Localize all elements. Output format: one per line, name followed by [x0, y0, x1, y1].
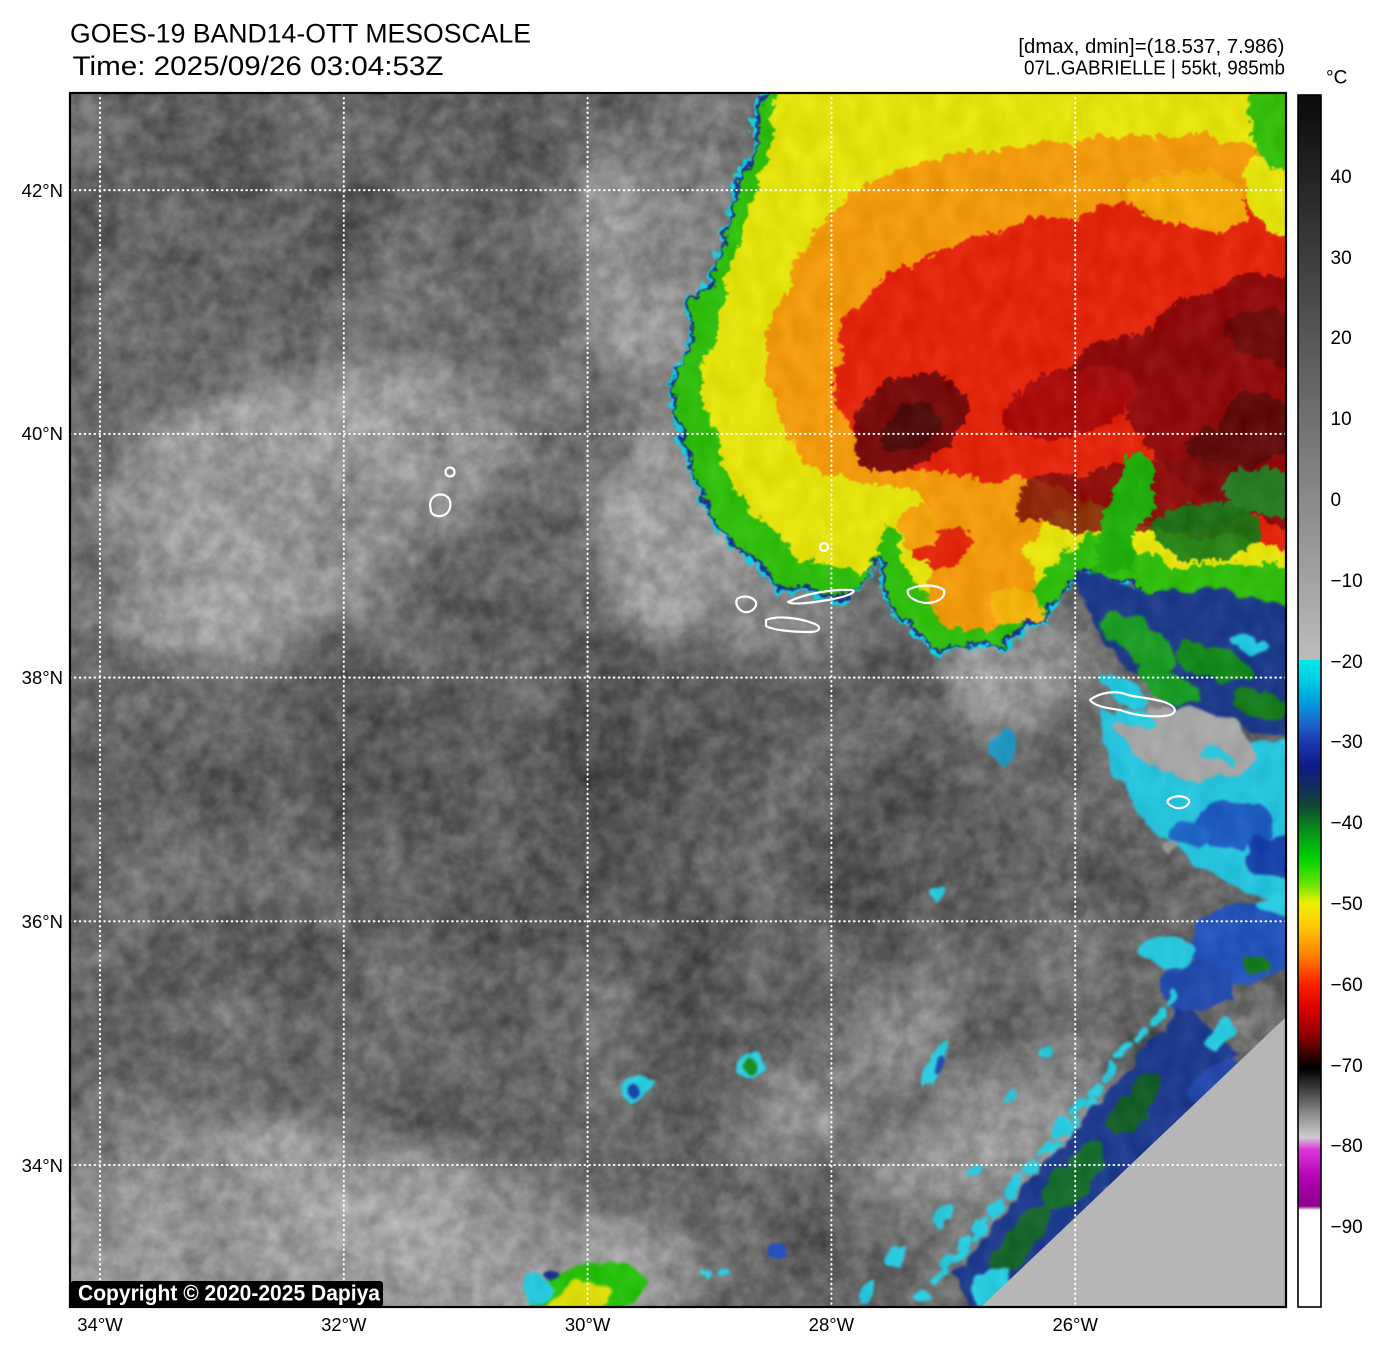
svg-text:38°N: 38°N [22, 667, 63, 688]
svg-text:−50: −50 [1331, 894, 1363, 915]
svg-text:20: 20 [1331, 328, 1352, 349]
svg-text:30°W: 30°W [565, 1314, 611, 1335]
svg-text:−90: −90 [1331, 1217, 1363, 1238]
svg-text:Time: 2025/09/26 03:04:53Z: Time: 2025/09/26 03:04:53Z [73, 51, 444, 81]
svg-text:0: 0 [1331, 490, 1342, 511]
svg-text:GOES-19 BAND14-OTT MESOSCALE: GOES-19 BAND14-OTT MESOSCALE [70, 19, 531, 49]
svg-text:26°W: 26°W [1052, 1314, 1098, 1335]
svg-text:30: 30 [1331, 248, 1352, 269]
svg-text:[dmax, dmin]=(18.537, 7.986): [dmax, dmin]=(18.537, 7.986) [1018, 36, 1284, 58]
svg-text:40°N: 40°N [22, 423, 63, 444]
svg-text:07L.GABRIELLE | 55kt, 985mb: 07L.GABRIELLE | 55kt, 985mb [1024, 58, 1285, 80]
svg-text:34°W: 34°W [77, 1314, 123, 1335]
svg-text:−20: −20 [1331, 652, 1363, 673]
svg-text:28°W: 28°W [809, 1314, 855, 1335]
svg-text:32°W: 32°W [321, 1314, 367, 1335]
svg-text:−10: −10 [1331, 571, 1363, 592]
svg-text:10: 10 [1331, 409, 1352, 430]
svg-text:−30: −30 [1331, 732, 1363, 753]
svg-text:−60: −60 [1331, 975, 1363, 996]
svg-text:36°N: 36°N [22, 911, 63, 932]
svg-text:°C: °C [1326, 68, 1347, 89]
svg-text:−40: −40 [1331, 813, 1363, 834]
svg-text:42°N: 42°N [22, 180, 63, 201]
svg-text:−70: −70 [1331, 1056, 1363, 1077]
svg-text:−80: −80 [1331, 1136, 1363, 1157]
svg-text:Copyright © 2020-2025 Dapiya: Copyright © 2020-2025 Dapiya [78, 1281, 381, 1306]
svg-text:40: 40 [1331, 167, 1352, 188]
svg-text:34°N: 34°N [22, 1155, 63, 1176]
